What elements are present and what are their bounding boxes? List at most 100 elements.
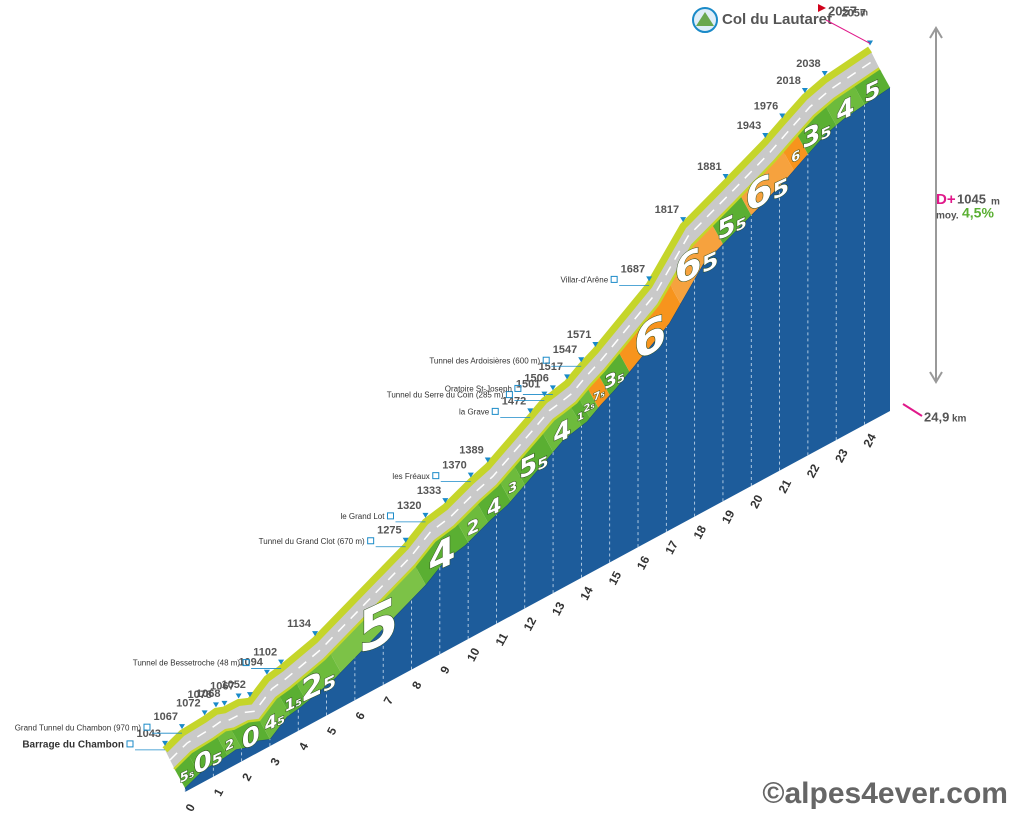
altitude-marker (801, 87, 808, 93)
front-face (185, 87, 890, 793)
place-label: Oratoire St-Joseph (445, 385, 512, 394)
gradient-label: 4₅ (265, 705, 286, 736)
summit-unit: m (860, 7, 868, 17)
km-label: 15 (606, 569, 625, 588)
gradient-label: 2 (225, 736, 234, 755)
climb-arrow-heads (929, 26, 943, 384)
gradient-label: 6 (634, 302, 667, 372)
altitude-marker (549, 385, 556, 391)
km-label: 16 (634, 553, 653, 572)
profile: 0123456789101112131415161718192021222324… (162, 46, 891, 814)
climb-unit: m (991, 197, 1000, 208)
altitude-marker (722, 173, 729, 179)
gradient-band (217, 730, 242, 756)
km-label: 0 (183, 801, 199, 814)
altitude-label: 1389 (459, 444, 483, 456)
km-label: 22 (804, 462, 823, 481)
altitude-marker (484, 457, 491, 463)
km-label: 8 (409, 679, 425, 692)
altitude-marker (646, 276, 653, 282)
gradient-band (571, 399, 590, 426)
place-label: les Fréaux (392, 472, 429, 481)
altitude-marker (212, 702, 219, 708)
km-label: 19 (719, 507, 738, 526)
altitude-label: 2057 (842, 7, 866, 19)
credit: ©alpes4ever.com (762, 777, 1008, 810)
altitude-label: 1976 (754, 100, 778, 112)
place-icon (432, 472, 440, 480)
altitude-label: 1817 (655, 204, 679, 216)
altitude-marker (527, 408, 534, 414)
gradient-band (189, 737, 228, 774)
km-label: 17 (662, 538, 681, 557)
place-icon (514, 384, 522, 392)
gradient-label: 3₅ (604, 363, 625, 394)
gradient-band (579, 389, 599, 418)
summit-flag (818, 4, 826, 12)
gradient-label: 3 (508, 478, 517, 497)
gradient-band (712, 197, 752, 244)
altitude-marker (442, 498, 449, 504)
gradient-band (330, 566, 426, 673)
road-edge-back (162, 46, 872, 753)
altitude-label: 1072 (176, 697, 200, 709)
place-label: Tunnel du Serre du Coin (285 m) (387, 391, 504, 400)
gradient-band (259, 696, 290, 740)
altitude-marker (779, 113, 786, 119)
altitude-marker (821, 70, 828, 76)
gradient-label: 6 (791, 147, 800, 166)
altitude-marker (578, 357, 585, 363)
title-icon-mountain (696, 12, 714, 26)
altitude-label: 1517 (539, 361, 563, 373)
km-label: 14 (577, 584, 596, 603)
chart-title: Col du Lautaret (722, 11, 832, 28)
altitude-label: 1067 (210, 680, 234, 692)
place-icon (505, 391, 513, 399)
gradient-band (599, 353, 630, 396)
altitude-marker (278, 659, 285, 665)
summit-leader (825, 19, 871, 44)
place-label: Tunnel du Grand Clot (670 m) (259, 537, 365, 546)
altitude-marker (162, 740, 168, 746)
place-label: Barrage du Chambon (22, 740, 124, 751)
altitude-label: 1052 (221, 679, 245, 691)
km-label: 10 (464, 645, 483, 664)
km-label: 20 (747, 492, 766, 511)
place-icon (143, 723, 151, 731)
altitude-label: 2038 (796, 58, 820, 70)
place-label: Grand Tunnel du Chambon (970 m) (15, 723, 142, 732)
altitude-label: 1067 (154, 711, 178, 723)
gradient-band (741, 152, 794, 216)
km-label: 18 (691, 523, 710, 542)
altitude-label: 1506 (524, 372, 548, 384)
gradient-band (797, 107, 837, 155)
gradient-label: 2 (467, 513, 480, 541)
altitude-label: 1881 (697, 161, 721, 173)
altitude-marker (221, 700, 228, 706)
altitude-label: 1134 (287, 618, 312, 630)
average-label: moy. (936, 211, 959, 222)
road-centerline (169, 58, 876, 761)
place-label: Villar-d'Arêne (561, 276, 609, 285)
altitude-marker (564, 374, 571, 380)
gradient-band (296, 654, 341, 702)
gradient-label: 5₅ (180, 765, 195, 787)
place-icon (242, 659, 250, 667)
gradient-band (175, 755, 200, 788)
gradient-label: 1₅ (284, 690, 302, 716)
km-label: 4 (296, 740, 312, 753)
altitude-marker (680, 217, 687, 223)
altitude-label: 1943 (737, 120, 761, 132)
km-label: 3 (267, 755, 283, 768)
gradient-label: 4 (487, 492, 501, 522)
gradient-band (279, 683, 307, 715)
km-label: 9 (437, 663, 453, 676)
gradient-label: 4 (836, 91, 854, 129)
gradient-band (415, 524, 469, 585)
place-icon (610, 275, 618, 283)
km-label: 5 (324, 725, 340, 738)
altitude-label: 1078 (187, 689, 211, 701)
km-label: 24 (860, 431, 879, 450)
km-label: 21 (776, 477, 795, 496)
place-icon (386, 512, 394, 520)
